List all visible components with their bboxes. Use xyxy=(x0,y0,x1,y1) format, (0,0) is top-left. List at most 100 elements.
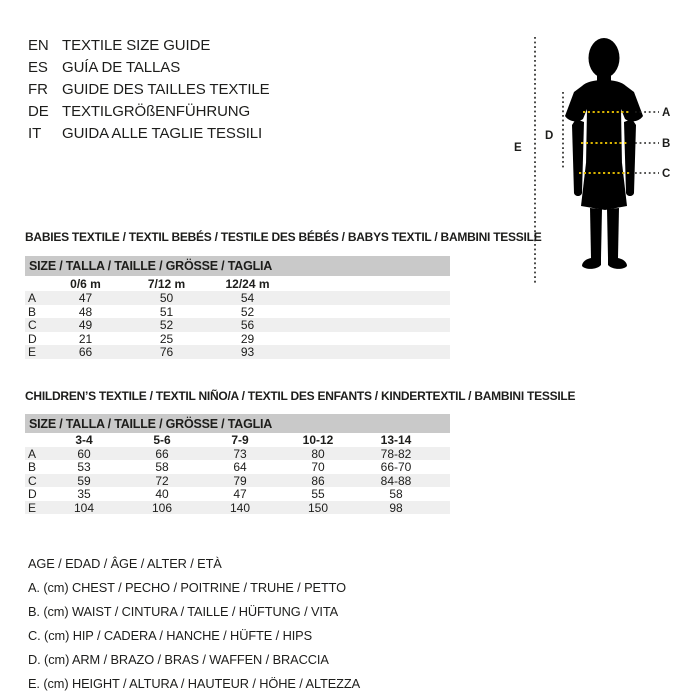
size-figure-diagram: A B C D E xyxy=(514,37,670,284)
size-value: 106 xyxy=(151,500,173,515)
legend-age-line: AGE / EDAD / ÂGE / ALTER / ETÀ xyxy=(28,555,222,571)
measurement-legend: AGE / EDAD / ÂGE / ALTER / ETÀ A. (cm) C… xyxy=(28,551,360,695)
child-silhouette xyxy=(565,38,643,269)
language-title: TEXTILE SIZE GUIDE xyxy=(62,36,211,54)
size-value: 35 xyxy=(77,487,91,502)
size-value: 50 xyxy=(159,291,174,305)
column-header: 13-14 xyxy=(380,433,412,447)
table-row: C 59 72 79 86 84-88 xyxy=(25,473,450,488)
figure-label-A: A xyxy=(662,107,670,119)
row-label: B xyxy=(28,460,37,475)
size-value: 66 xyxy=(155,447,169,461)
legend-arm-line: D. (cm) ARM / BRAZO / BRAS / WAFFEN / BR… xyxy=(28,651,329,667)
legend-hip-line: C. (cm) HIP / CADERA / HANCHE / HÜFTE / … xyxy=(28,627,313,643)
size-value: 52 xyxy=(240,304,255,319)
figure-label-E: E xyxy=(514,142,522,154)
size-value: 84-88 xyxy=(380,473,412,488)
size-value: 47 xyxy=(233,487,247,502)
table-row: E 66 76 93 xyxy=(25,345,450,359)
table-row: B 48 51 52 xyxy=(25,305,450,319)
table-row: E 104 106 140 150 98 xyxy=(25,500,450,515)
size-value: 70 xyxy=(311,460,325,475)
legend-chest-line: A. (cm) CHEST / PECHO / POITRINE / TRUHE… xyxy=(28,579,347,595)
size-value: 60 xyxy=(77,447,91,461)
size-value: 40 xyxy=(155,487,169,502)
language-row: EN TEXTILE SIZE GUIDE xyxy=(28,34,270,56)
measure-guide-lines xyxy=(534,37,659,284)
size-value: 49 xyxy=(78,318,93,333)
table-row: A 47 50 54 xyxy=(25,291,450,305)
babies-column-headers: 0/6 m 7/12 m 12/24 m xyxy=(25,276,450,291)
children-column-headers: 3-4 5-6 7-9 10-12 13-14 xyxy=(25,433,450,447)
column-header: 7/12 m xyxy=(147,276,186,291)
size-value: 104 xyxy=(73,500,95,515)
table-row: C 49 52 56 xyxy=(25,318,450,332)
column-header: 7-9 xyxy=(231,433,249,447)
table-row: A 60 66 73 80 78-82 xyxy=(25,447,450,461)
row-label: B xyxy=(28,304,37,319)
size-value: 55 xyxy=(311,487,325,502)
size-value: 93 xyxy=(240,345,255,360)
size-value: 98 xyxy=(389,500,403,515)
figure-label-D: D xyxy=(545,130,553,142)
language-row: FR GUIDE DES TAILLES TEXTILE xyxy=(28,78,270,100)
size-value: 66-70 xyxy=(380,460,412,475)
row-label: A xyxy=(28,447,37,461)
language-title: GUÍA DE TALLAS xyxy=(62,58,181,76)
language-title: TEXTILGRÖßENFÜHRUNG xyxy=(62,103,251,121)
size-value: 73 xyxy=(233,447,247,461)
row-label: D xyxy=(28,487,37,502)
table-row: D 35 40 47 55 58 xyxy=(25,487,450,502)
size-value: 72 xyxy=(155,473,169,488)
size-value: 54 xyxy=(240,291,255,305)
body-measure-lines xyxy=(579,111,631,174)
babies-size-bar: SIZE / TALLA / TAILLE / GRÖSSE / TAGLIA xyxy=(25,256,450,276)
legend-height-line: E. (cm) HEIGHT / ALTURA / HAUTEUR / HÖHE… xyxy=(28,675,361,691)
size-value: 80 xyxy=(311,447,325,461)
size-value: 47 xyxy=(78,291,93,305)
language-list: EN TEXTILE SIZE GUIDE ES GUÍA DE TALLAS … xyxy=(28,34,270,145)
size-value: 78-82 xyxy=(380,447,412,461)
language-code: EN xyxy=(28,36,49,54)
children-size-bar: SIZE / TALLA / TAILLE / GRÖSSE / TAGLIA xyxy=(25,414,450,433)
babies-size-table: SIZE / TALLA / TAILLE / GRÖSSE / TAGLIA … xyxy=(25,256,450,359)
size-value: 48 xyxy=(78,304,93,319)
size-value: 64 xyxy=(233,460,247,475)
children-section-title: CHILDREN’S TEXTILE / TEXTIL NIÑO/A / TEX… xyxy=(25,389,576,403)
size-value: 53 xyxy=(77,460,91,475)
row-label: E xyxy=(28,345,37,360)
language-code: ES xyxy=(28,58,48,76)
language-code: FR xyxy=(28,80,48,98)
row-label: E xyxy=(28,500,37,515)
table-row: D 21 25 29 xyxy=(25,332,450,346)
size-value: 150 xyxy=(307,500,329,515)
legend-waist-line: B. (cm) WAIST / CINTURA / TAILLE / HÜFTU… xyxy=(28,603,339,619)
language-title: GUIDE DES TAILLES TEXTILE xyxy=(62,80,270,98)
language-row: IT GUIDA ALLE TAGLIE TESSILI xyxy=(28,123,270,145)
babies-section-title: BABIES TEXTILE / TEXTIL BEBÉS / TESTILE … xyxy=(25,230,542,244)
column-header: 0/6 m xyxy=(70,276,101,291)
figure-label-B: B xyxy=(662,138,670,150)
size-value: 79 xyxy=(233,473,247,488)
size-value: 86 xyxy=(311,473,325,488)
size-value: 56 xyxy=(240,318,255,333)
row-label: C xyxy=(28,473,37,488)
column-header: 5-6 xyxy=(153,433,171,447)
size-value: 21 xyxy=(78,331,93,346)
size-value: 51 xyxy=(159,304,174,319)
figure-labels: A B C D E xyxy=(514,107,670,180)
language-code: IT xyxy=(28,125,42,143)
table-row: B 53 58 64 70 66-70 xyxy=(25,460,450,475)
row-label: C xyxy=(28,318,37,333)
column-header: 12/24 m xyxy=(225,276,270,291)
row-label: A xyxy=(28,291,37,305)
size-value: 59 xyxy=(77,473,91,488)
size-value: 58 xyxy=(155,460,169,475)
language-row: DE TEXTILGRÖßENFÜHRUNG xyxy=(28,101,270,123)
row-label: D xyxy=(28,331,37,346)
figure-label-C: C xyxy=(662,168,670,180)
language-code: DE xyxy=(28,103,49,121)
language-row: ES GUÍA DE TALLAS xyxy=(28,56,270,78)
size-value: 140 xyxy=(229,500,251,515)
size-value: 66 xyxy=(78,345,93,360)
